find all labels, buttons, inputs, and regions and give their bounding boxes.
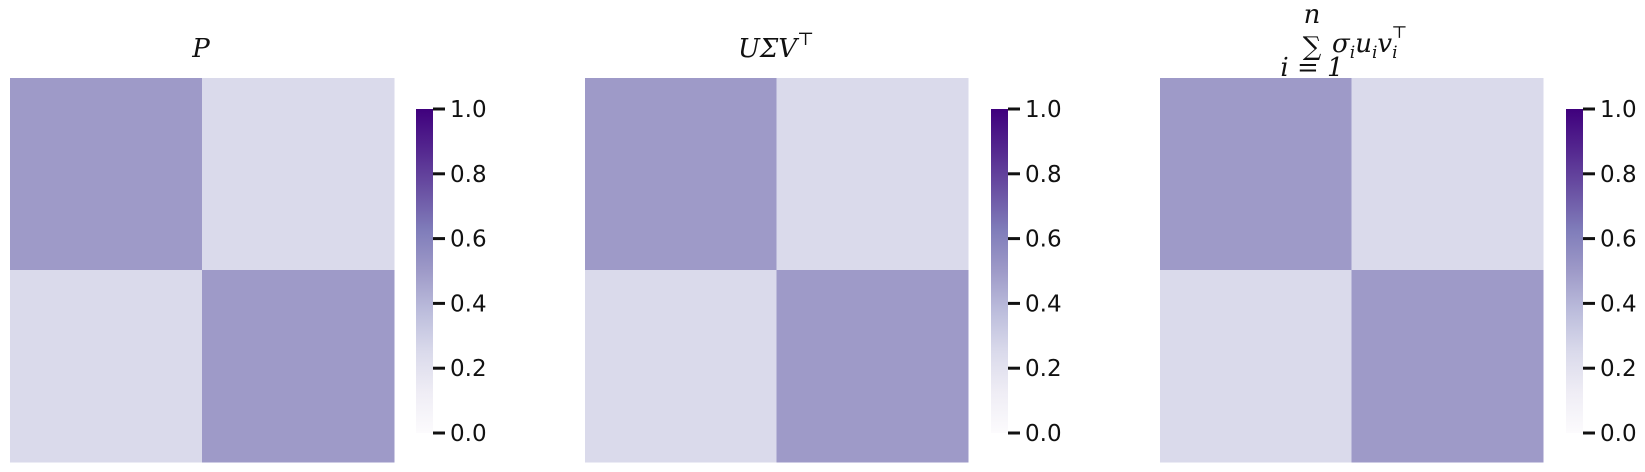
- panel-3-title: n ∑ i = 1 σiuivi⊤: [1280, 0, 1407, 83]
- colorbar-2-tick-label-3: 0.6: [1025, 227, 1062, 253]
- panel-3-title-sub-1: i: [1350, 43, 1355, 63]
- colorbar-1-tick-label-2: 0.4: [450, 291, 487, 317]
- colorbar-2-tick-label-2: 0.4: [1025, 291, 1062, 317]
- heatmap-3-cell-1-0: [1160, 270, 1352, 463]
- colorbar-3-tick-label-2: 0.4: [1600, 291, 1637, 317]
- heatmap-3-cell-1-1: [1351, 270, 1544, 463]
- panel-3-title-sub-3: i: [1392, 43, 1397, 63]
- panel-3-title-v: v: [1377, 29, 1392, 59]
- colorbar-3-tick-label-0: 0.0: [1600, 421, 1637, 447]
- colorbar-1-tick-label-3: 0.6: [450, 227, 487, 253]
- heatmap-2-cell-0-0: [585, 78, 777, 271]
- panel-3-title-body: σiuivi⊤: [1332, 23, 1408, 63]
- heatmap-1-cell-1-0: [10, 270, 203, 463]
- colorbar-1-tick-label-1: 0.2: [450, 356, 487, 382]
- heatmap-2: [585, 78, 969, 463]
- panel-3-title-sum-symbol: ∑: [1303, 32, 1322, 62]
- heatmap-1: [10, 78, 395, 463]
- colorbar-1: 0.0 0.2 0.4 0.6 0.8 1.0: [416, 97, 487, 447]
- colorbar-2-tick-label-5: 1.0: [1025, 97, 1062, 123]
- panel-2-title: UΣV⊤: [738, 29, 814, 64]
- heatmap-2-cell-0-1: [776, 78, 969, 271]
- colorbar-1-tick-label-0: 0.0: [450, 421, 487, 447]
- colorbar-1-tick-label-5: 1.0: [450, 97, 487, 123]
- panel-2-title-base: UΣV: [738, 34, 799, 64]
- colorbar-1-tick-label-4: 0.8: [450, 162, 487, 188]
- colorbar-3-scale: [1566, 109, 1583, 433]
- heatmap-1-cell-0-0: [10, 78, 203, 271]
- panel-3-title-u: u: [1355, 29, 1372, 59]
- panel-2: UΣV⊤ 0.0 0.2 0.4 0.6 0.8 1.0: [585, 29, 1062, 463]
- panel-3-title-sum-upper: n: [1304, 0, 1321, 30]
- heatmap-3-cell-0-1: [1351, 78, 1544, 271]
- colorbar-3: 0.0 0.2 0.4 0.6 0.8 1.0: [1566, 97, 1637, 447]
- heatmap-2-cell-1-1: [776, 270, 969, 463]
- heatmap-2-cell-1-0: [585, 270, 777, 463]
- colorbar-2: 0.0 0.2 0.4 0.6 0.8 1.0: [991, 97, 1062, 447]
- colorbar-2-tick-label-4: 0.8: [1025, 162, 1062, 188]
- heatmap-1-cell-1-1: [202, 270, 395, 463]
- colorbar-1-scale: [416, 109, 433, 433]
- colorbar-3-tick-label-4: 0.8: [1600, 162, 1637, 188]
- panel-3-title-sigma: σ: [1332, 29, 1351, 59]
- heatmap-3-cell-0-0: [1160, 78, 1352, 271]
- colorbar-2-tick-label-1: 0.2: [1025, 356, 1062, 382]
- panel-3-title-sub-2: i: [1372, 43, 1377, 63]
- colorbar-2-scale: [991, 109, 1008, 433]
- colorbar-3-tick-label-3: 0.6: [1600, 227, 1637, 253]
- panel-1: P 0.0 0.2 0.4 0.6 0.8 1.0: [10, 34, 487, 463]
- panel-2-title-sup: ⊤: [797, 29, 814, 50]
- colorbar-2-tick-label-0: 0.0: [1025, 421, 1062, 447]
- heatmap-1-cell-0-1: [202, 78, 395, 271]
- panel-1-title: P: [191, 34, 210, 64]
- heatmap-3: [1160, 78, 1544, 463]
- colorbar-3-tick-label-5: 1.0: [1600, 97, 1637, 123]
- panel-3: n ∑ i = 1 σiuivi⊤ 0.0 0.2 0.4 0.6 0.8 1.0: [1160, 0, 1637, 463]
- panel-3-title-sup: ⊤: [1392, 23, 1408, 43]
- colorbar-3-tick-label-1: 0.2: [1600, 356, 1637, 382]
